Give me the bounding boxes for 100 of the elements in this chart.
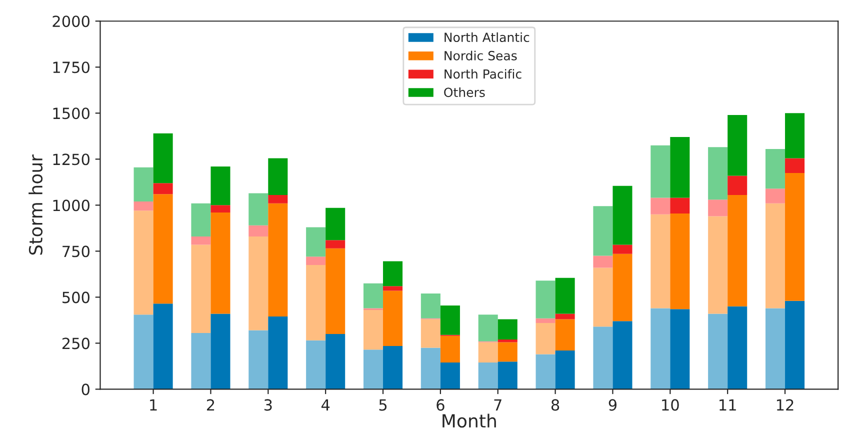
x-tick-label: 11 <box>720 399 736 411</box>
y-tick-label: 250 <box>62 338 90 350</box>
bar <box>612 186 632 245</box>
bar <box>383 290 403 346</box>
bar <box>498 319 518 340</box>
bar <box>785 158 805 173</box>
bar <box>306 264 326 340</box>
bar <box>650 214 670 308</box>
bar <box>555 278 575 314</box>
bar <box>593 268 613 327</box>
bar <box>478 362 498 390</box>
bar <box>153 194 173 304</box>
bar <box>191 244 211 334</box>
bar <box>191 236 211 245</box>
y-tick-label: 0 <box>82 384 90 396</box>
legend-label: Nordic Seas <box>444 50 517 60</box>
bar <box>612 321 632 390</box>
x-tick-label: 2 <box>206 399 214 411</box>
bar <box>785 172 805 301</box>
x-tick-label: 5 <box>379 399 387 411</box>
bar <box>248 193 268 226</box>
bar <box>153 133 173 184</box>
x-tick-label: 4 <box>321 399 330 411</box>
bar <box>498 340 518 342</box>
y-tick-label: 1250 <box>53 154 90 166</box>
bar <box>593 326 613 390</box>
bar <box>728 176 748 196</box>
bar <box>306 227 326 257</box>
bar <box>363 283 384 308</box>
bar <box>383 346 403 390</box>
y-tick-label: 1750 <box>53 62 90 74</box>
bar <box>498 342 518 362</box>
bar <box>785 300 805 390</box>
bar <box>326 334 346 390</box>
legend-label: North Atlantic <box>444 32 530 42</box>
bar <box>268 158 288 196</box>
bar <box>210 314 230 390</box>
bar <box>440 336 460 363</box>
bar <box>363 350 384 390</box>
y-axis-title: Storm hour <box>28 154 43 255</box>
x-tick-label: 6 <box>436 399 444 411</box>
bar <box>210 166 230 206</box>
bar <box>326 240 346 248</box>
bar <box>134 167 154 202</box>
bar <box>478 342 498 363</box>
y-tick-label: 750 <box>62 246 90 258</box>
y-tick-label: 500 <box>62 292 90 304</box>
bar <box>650 145 670 198</box>
x-tick-label: 8 <box>551 399 560 411</box>
bar <box>153 183 173 194</box>
bar <box>708 216 728 314</box>
bar <box>670 309 690 390</box>
bar <box>268 203 288 316</box>
legend-label: North Pacific <box>444 69 522 79</box>
y-tick-label: 1500 <box>53 108 90 120</box>
bar <box>210 212 230 314</box>
bar <box>248 330 268 390</box>
legend-label: Others <box>444 87 485 98</box>
bar <box>708 200 728 216</box>
bar <box>383 261 403 286</box>
bar <box>326 208 346 240</box>
bar <box>555 319 575 351</box>
bar <box>420 319 440 348</box>
bar <box>765 308 786 390</box>
bar <box>708 314 728 390</box>
bar <box>498 362 518 390</box>
bar <box>420 348 440 390</box>
bar <box>612 254 632 322</box>
bar <box>728 114 748 176</box>
x-tick-label: 12 <box>776 399 794 411</box>
y-tick-label: 2000 <box>52 16 90 28</box>
bar <box>153 304 173 390</box>
bar <box>440 362 460 390</box>
bar <box>306 256 326 265</box>
bar <box>765 149 786 189</box>
x-tick-label: 10 <box>662 399 679 411</box>
bar <box>593 256 613 268</box>
bar <box>555 350 575 390</box>
bar <box>134 201 154 211</box>
x-tick-label: 7 <box>494 399 502 411</box>
bar <box>765 188 786 204</box>
bar <box>670 213 690 310</box>
bar <box>708 147 728 200</box>
bar <box>536 318 556 323</box>
bar <box>670 198 690 214</box>
bar <box>593 206 613 256</box>
bar <box>306 340 326 390</box>
bar <box>536 322 556 354</box>
y-tick-label: 1000 <box>53 200 90 212</box>
bar <box>248 236 268 330</box>
bar <box>383 286 403 291</box>
bar <box>536 280 556 318</box>
bar <box>555 314 575 320</box>
bar <box>326 248 346 334</box>
bar <box>420 293 440 318</box>
x-tick-label: 3 <box>264 399 272 411</box>
bar <box>248 225 268 236</box>
bar <box>728 195 748 306</box>
bar <box>728 306 748 390</box>
bar <box>612 244 632 254</box>
